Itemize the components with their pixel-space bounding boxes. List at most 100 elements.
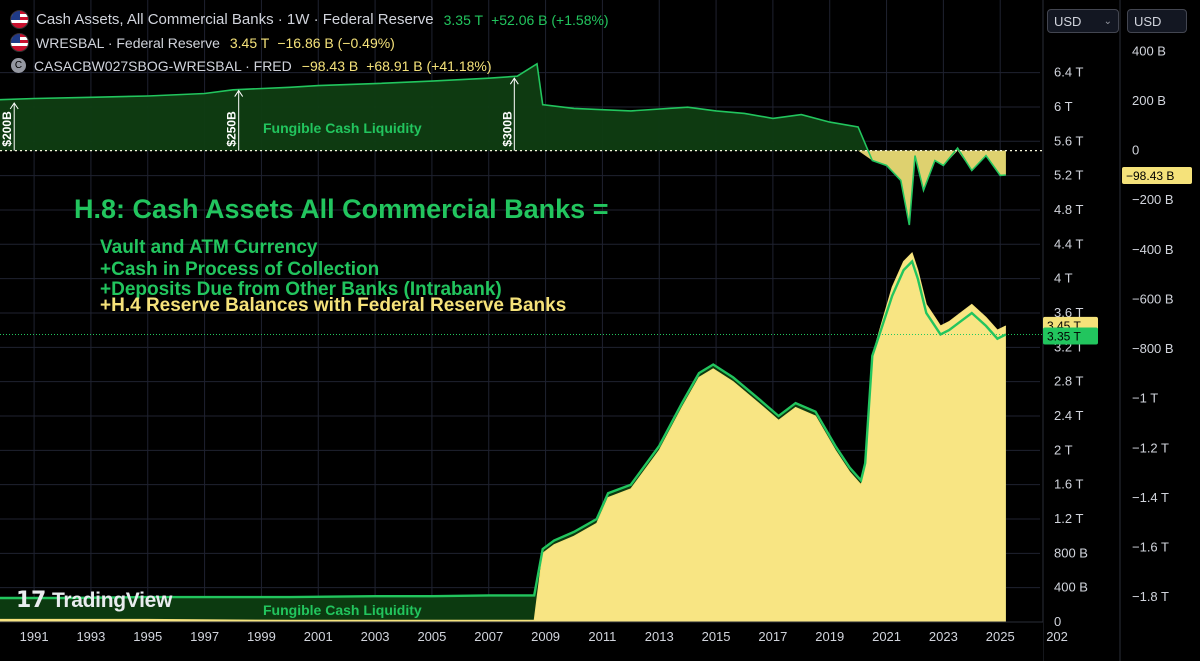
- legend-series-name: Cash Assets, All Commercial Banks · 1W ·…: [36, 11, 434, 28]
- time-axis-tick-label: 202: [1046, 629, 1068, 644]
- right-axis-tick-label: 0: [1132, 143, 1139, 158]
- left-axis-tick-label: 0: [1054, 614, 1061, 629]
- legend-row-cash-assets[interactable]: Cash Assets, All Commercial Banks · 1W ·…: [10, 8, 617, 31]
- time-axis-tick-label: 1997: [190, 629, 219, 644]
- legend-series-name: WRESBAL · Federal Reserve: [36, 34, 220, 51]
- right-axis-tick-label: 200 B: [1132, 93, 1166, 108]
- time-axis-tick-label: 2013: [645, 629, 674, 644]
- time-axis-tick-label: 1999: [247, 629, 276, 644]
- time-axis-tick-label: 2017: [758, 629, 787, 644]
- time-axis-tick-label: 1995: [133, 629, 162, 644]
- time-axis-tick-label: 2011: [588, 629, 616, 644]
- legend-row-spread[interactable]: C CASACBW027SBOG-WRESBAL · FRED −98.43 B…: [10, 54, 617, 77]
- legend-series-name: CASACBW027SBOG-WRESBAL · FRED: [34, 57, 292, 74]
- chevron-down-icon: ⌄: [1103, 15, 1112, 27]
- legend-series-change: +52.06 B (+1.58%): [491, 11, 609, 28]
- reference-lines: [0, 149, 1043, 335]
- right-axis-tick-label: 400 B: [1132, 43, 1166, 58]
- time-axis-tick-label: 2001: [304, 629, 333, 644]
- tradingview-logo[interactable]: 17 TradingView: [16, 588, 172, 613]
- left-axis-tick-label: 2 T: [1054, 442, 1073, 457]
- left-axis-tick-label: 800 B: [1054, 545, 1088, 560]
- right-price-axis: 400 B 200 B 0 −200 B −400 B −600 B −800 B −1 T −…: [1119, 0, 1200, 661]
- left-axis-tick-label: 400 B: [1054, 580, 1088, 595]
- time-axis-tick-label: 1993: [76, 629, 105, 644]
- cash-assets-price-badge-label: 3.35 T: [1047, 329, 1081, 343]
- headline-text: H.8: Cash Assets All Commercial Banks =: [74, 194, 608, 224]
- legend-series-value: 3.45 T: [229, 34, 270, 51]
- time-axis-background: [0, 622, 1043, 661]
- annotation-line: Vault and ATM Currency: [100, 237, 318, 258]
- fungible-label-top: Fungible Cash Liquidity: [263, 120, 422, 136]
- legend-row-wresbal[interactable]: WRESBAL · Federal Reserve 3.45 T −16.86 …: [10, 31, 617, 54]
- right-axis-background: [1120, 0, 1200, 661]
- right-axis-tick-label: −1 T: [1132, 391, 1158, 406]
- series-legend: Cash Assets, All Commercial Banks · 1W ·…: [10, 8, 617, 77]
- currency-label: USD: [1054, 13, 1082, 29]
- time-axis-tick-label: 2007: [474, 629, 503, 644]
- left-axis-tick-label: 2.8 T: [1054, 374, 1083, 389]
- left-axis-tick-label: 4.8 T: [1054, 202, 1083, 217]
- right-axis-tick-label: −200 B: [1132, 192, 1174, 207]
- spread-price-badge-label: −98.43 B: [1126, 169, 1174, 183]
- marker-label: $300B: [500, 111, 514, 147]
- wresbal-line: [0, 251, 1007, 621]
- time-axis-tick-label: 2021: [872, 629, 901, 644]
- right-axis-tick-label: −1.4 T: [1132, 490, 1169, 505]
- marker-label: $200B: [0, 111, 14, 147]
- left-axis-tick-label: 4.4 T: [1054, 236, 1083, 251]
- brand-name: TradingView: [52, 588, 173, 612]
- time-axis-tick-label: 2025: [986, 629, 1015, 644]
- marker-arrow-head-icon: [509, 77, 519, 85]
- left-axis-tick-label: 6 T: [1054, 99, 1073, 114]
- time-axis-tick-label: 2005: [417, 629, 446, 644]
- annotation-line: +Cash in Process of Collection: [100, 259, 379, 280]
- left-axis-tick-label: 2.4 T: [1054, 408, 1083, 423]
- series-areas: [0, 62, 1007, 622]
- left-axis-tick-label: 6.4 T: [1054, 65, 1083, 80]
- us-flag-icon: [10, 10, 29, 29]
- right-axis-tick-label: −600 B: [1132, 291, 1174, 306]
- legend-series-change: −16.86 B (−0.49%): [277, 34, 395, 51]
- legend-series-value: −98.43 B: [301, 57, 359, 74]
- wresbal-area: [0, 252, 1006, 622]
- annotation-line: +Deposits Due from Other Banks (Intraban…: [100, 279, 502, 300]
- spread-area: [0, 63, 1006, 225]
- right-axis-tick-label: −1.2 T: [1132, 440, 1169, 455]
- time-axis-tick-label: 1991: [20, 629, 49, 644]
- right-axis-tick-label: −400 B: [1132, 242, 1174, 257]
- annotation-line: +H.4 Reserve Balances with Federal Reser…: [100, 295, 566, 316]
- legend-series-change: +68.91 B (+41.18%): [366, 57, 492, 74]
- left-axis-tick-label: 5.2 T: [1054, 168, 1083, 183]
- tradingview-mark-icon: 17: [16, 588, 47, 613]
- time-axis-tick-label: 2003: [361, 629, 390, 644]
- marker-arrow-head-icon: [9, 102, 19, 110]
- annotation-markers: $200B $250B $300B: [0, 77, 519, 151]
- fungible-label-bottom: Fungible Cash Liquidity: [263, 602, 422, 618]
- left-axis-tick-label: 4 T: [1054, 271, 1073, 286]
- time-axis-tick-label: 2015: [702, 629, 731, 644]
- right-axis-tick-label: −1.8 T: [1132, 589, 1169, 604]
- c-circle-icon: C: [11, 58, 26, 73]
- time-axis-tick-label: 2019: [815, 629, 844, 644]
- spread-price-badge: [1122, 167, 1192, 185]
- right-axis-tick-label: −800 B: [1132, 341, 1174, 356]
- currency-select-right[interactable]: USD: [1127, 9, 1187, 33]
- left-axis-tick-label: 5.6 T: [1054, 133, 1083, 148]
- annotation-text: H.8: Cash Assets All Commercial Banks = …: [74, 120, 608, 618]
- time-axis-tick-label: 2023: [929, 629, 958, 644]
- left-axis-tick-label: 3.6 T: [1054, 305, 1083, 320]
- cash-assets-line: [0, 259, 1007, 600]
- spread-line: [0, 62, 1006, 226]
- left-axis-tick-label: 1.2 T: [1054, 511, 1083, 526]
- time-axis-tick-label: 2009: [531, 629, 560, 644]
- legend-series-value: 3.35 T: [443, 11, 484, 28]
- cash-assets-price-badge: [1043, 327, 1098, 345]
- currency-select-left[interactable]: USD ⌄: [1047, 9, 1119, 33]
- us-flag-icon: [10, 33, 29, 52]
- time-axis: 1991 1993 1995 1997 1999 2001 2003 2005 2007 2009…: [0, 621, 1068, 661]
- currency-label: USD: [1134, 13, 1162, 29]
- left-axis-tick-label: 1.6 T: [1054, 477, 1083, 492]
- marker-arrow-head-icon: [234, 89, 244, 97]
